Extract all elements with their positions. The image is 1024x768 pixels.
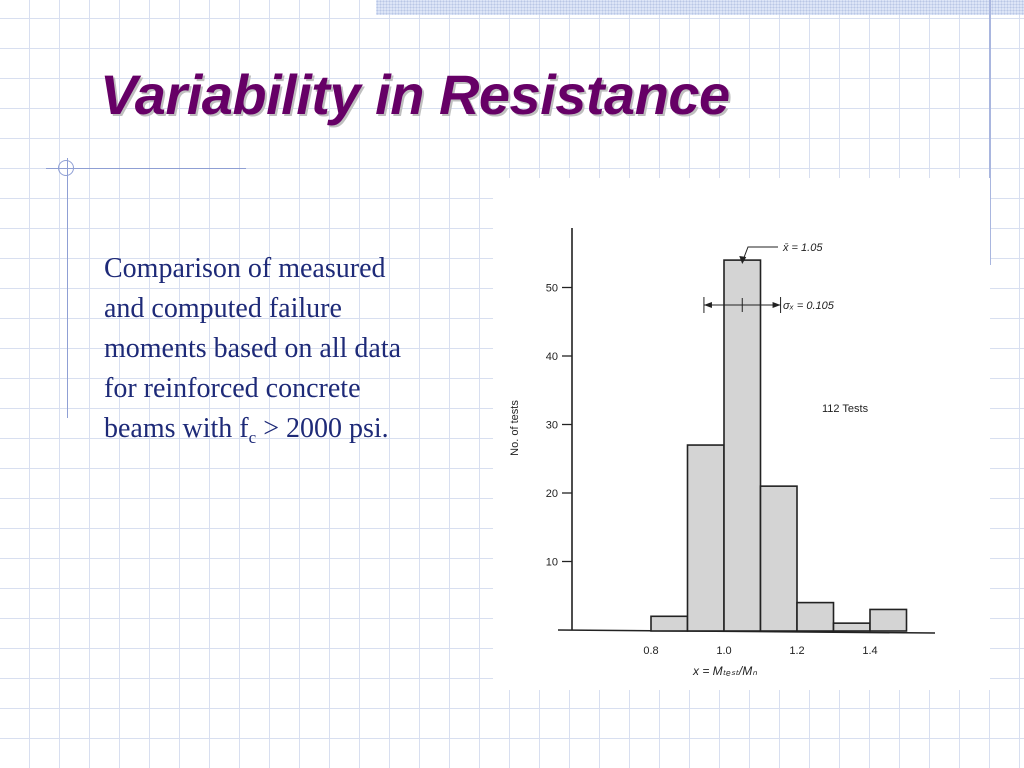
histogram-bar (723, 259, 762, 632)
tests-annotation: 112 Tests (822, 403, 869, 415)
histogram-figure: 10 20 30 40 50 0.8 1.0 1.2 1.4 No. of tests x = Mₜ… (493, 178, 990, 690)
body-line: for reinforced concrete (104, 373, 361, 404)
x-tick-label: 0.8 (643, 645, 658, 657)
histogram-bar (650, 615, 689, 632)
y-tick-label: 20 (546, 488, 558, 500)
histogram-bar (796, 601, 835, 632)
body-line: beams with fc > 2000 psi. (104, 409, 484, 449)
sigma-label: σₓ = 0.105 (783, 300, 835, 312)
x-tick-label: 1.4 (862, 645, 877, 657)
body-line-suffix: > 2000 psi. (256, 413, 389, 444)
y-axis-label: No. of tests (509, 400, 521, 456)
y-tick-label: 40 (546, 351, 558, 363)
histogram-bar (832, 622, 871, 632)
histogram-chart: 10 20 30 40 50 0.8 1.0 1.2 1.4 No. of tests x = Mₜ… (509, 228, 936, 678)
mean-arrowhead (739, 256, 747, 264)
slide-body-text: Comparison of measured and computed fail… (104, 249, 484, 449)
decorative-ring-icon (58, 160, 74, 176)
top-decorative-band (376, 0, 1024, 15)
histogram-bar (869, 608, 908, 632)
sigma-arrowhead (703, 302, 712, 308)
x-tick-label: 1.2 (789, 645, 804, 657)
y-tick-label: 50 (546, 283, 558, 295)
body-line: Comparison of measured (104, 253, 386, 284)
x-axis-label: x = Mₜₑₛₜ/Mₙ (692, 664, 757, 678)
y-tick-label: 30 (546, 420, 558, 432)
y-tick-label: 10 (546, 557, 558, 569)
x-tick-label: 1.0 (716, 645, 731, 657)
slide-title: Variability in Resistance (100, 63, 730, 126)
body-line-subscript: c (248, 428, 257, 447)
horizontal-decorative-rule (46, 168, 246, 169)
histogram-bar (759, 485, 798, 632)
body-line: and computed failure (104, 293, 342, 324)
mean-label: x̄ = 1.05 (782, 242, 823, 254)
sigma-arrowhead (772, 302, 781, 308)
histogram-bar (686, 444, 725, 632)
vertical-decorative-rule (67, 158, 68, 418)
body-line: moments based on all data (104, 333, 402, 364)
body-line-prefix: beams with f (104, 413, 249, 444)
right-decorative-rule (989, 0, 991, 265)
